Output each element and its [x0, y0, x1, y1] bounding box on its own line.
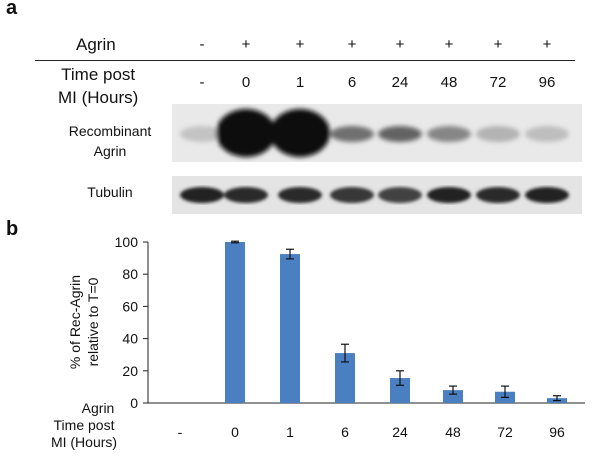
bar — [335, 353, 355, 403]
y-tick-label: 20 — [122, 363, 138, 379]
time-cell: 1 — [295, 74, 305, 91]
x-tick-label: - — [178, 424, 183, 440]
bar — [225, 242, 245, 403]
agrin-row-label: Agrin — [76, 35, 116, 54]
agrin-cell: + — [542, 36, 552, 53]
y-axis-label: % of Rec-Agrin relative to T=0 — [67, 275, 101, 369]
recombinant-band — [378, 126, 422, 142]
time-cell: 0 — [241, 74, 251, 91]
time-row-label: Time post MI (Hours) — [58, 63, 138, 109]
panel-label-b: b — [6, 218, 19, 240]
tubulin-band — [427, 187, 471, 203]
recombinant-band — [330, 126, 374, 142]
x-tick-label: 6 — [341, 424, 349, 440]
agrin-cell: + — [493, 36, 503, 53]
bar — [280, 254, 300, 403]
table-divider — [35, 60, 575, 61]
y-axis-label-line2: relative to T=0 — [85, 277, 101, 366]
time-cell: 72 — [489, 74, 507, 91]
agrin-cell: + — [295, 36, 305, 53]
recombinant-band — [270, 109, 330, 157]
time-label-line1: Time post — [61, 65, 136, 84]
time-cell: 6 — [347, 74, 357, 91]
x-agrin-label: Agrin — [82, 400, 115, 416]
time-cell: 48 — [440, 74, 458, 91]
bar — [390, 378, 410, 403]
tubulin-band — [330, 187, 374, 203]
recombinant-band — [216, 109, 276, 157]
agrin-cell: + — [395, 36, 405, 53]
panel-label-a: a — [6, 0, 18, 19]
tubulin-band — [378, 187, 422, 203]
y-tick-label: 80 — [122, 266, 138, 282]
x-tick-label: 1 — [286, 424, 294, 440]
x-tick-label: 0 — [231, 424, 239, 440]
tubulin-band — [278, 187, 322, 203]
tubulin-band — [180, 187, 224, 203]
recombinant-band — [476, 126, 520, 142]
agrin-cell: - — [199, 36, 205, 53]
y-tick-label: 60 — [122, 298, 138, 314]
bar — [443, 390, 463, 403]
recombinant-label-line2: Agrin — [93, 143, 127, 159]
x-time-label-line2: MI (Hours) — [51, 434, 117, 450]
tubulin-band — [224, 187, 268, 203]
x-time-label-line1: Time post — [54, 417, 115, 433]
recombinant-label-line1: Recombinant — [68, 123, 152, 139]
time-label-line2: MI (Hours) — [58, 88, 139, 107]
x-tick-label: 24 — [392, 424, 408, 440]
y-tick-label: 40 — [122, 331, 138, 347]
x-tick-label: 48 — [445, 424, 461, 440]
recombinant-band — [525, 126, 569, 142]
y-tick-label: 100 — [115, 234, 139, 250]
tubulin-band — [476, 187, 520, 203]
agrin-cell: + — [347, 36, 357, 53]
time-cell: 24 — [391, 74, 409, 91]
x-tick-label: 96 — [549, 424, 565, 440]
agrin-cell: + — [241, 36, 251, 53]
tubulin-label: Tubulin — [87, 184, 133, 200]
western-blot — [172, 104, 582, 214]
recombinant-band — [180, 126, 224, 142]
time-cell: 96 — [538, 74, 556, 91]
agrin-cell: + — [444, 36, 454, 53]
recombinant-band — [427, 126, 471, 142]
tubulin-band — [525, 187, 569, 203]
x-tick-label: 72 — [497, 424, 513, 440]
time-cell: - — [199, 74, 205, 91]
recombinant-agrin-label: Recombinant Agrin — [50, 121, 170, 161]
y-axis-label-line1: % of Rec-Agrin — [67, 275, 83, 369]
y-tick-label: 0 — [130, 395, 138, 411]
